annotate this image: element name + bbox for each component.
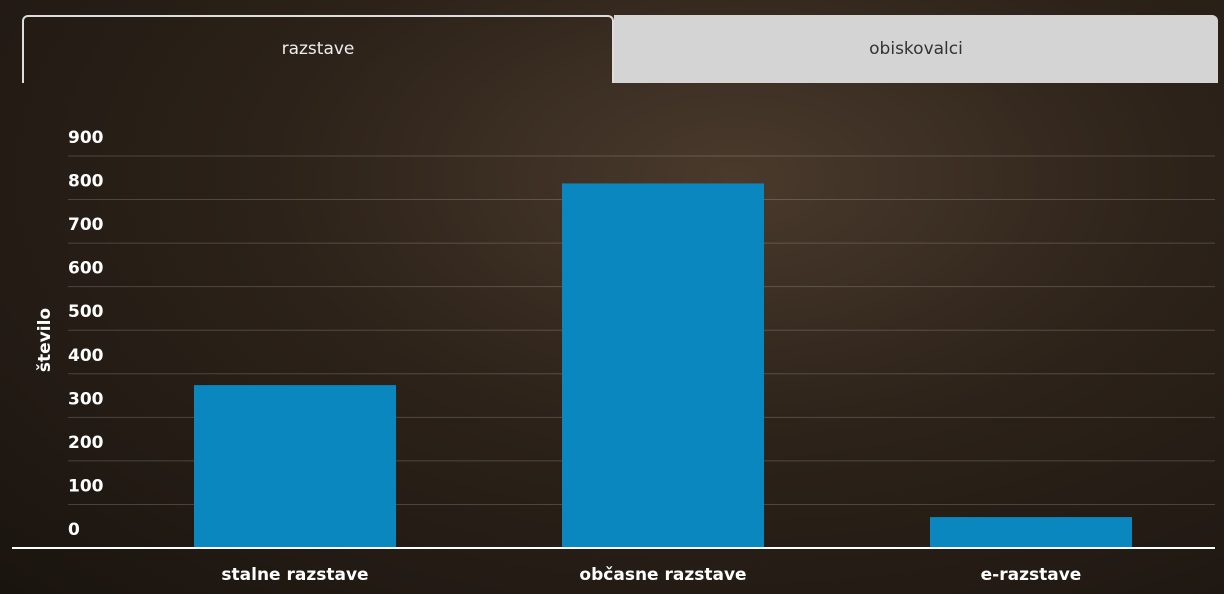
y-tick-label: 700 [68, 215, 104, 235]
y-tick-label: 0 [68, 520, 80, 540]
x-tick-label: stalne razstave [221, 565, 368, 585]
tab[interactable]: razstave [22, 15, 614, 83]
x-tick-label: e-razstave [981, 565, 1082, 585]
x-tick-label: občasne razstave [579, 565, 746, 585]
y-tick-label: 600 [68, 259, 104, 279]
y-tick-label: 800 [68, 172, 104, 192]
y-axis-label: število [35, 308, 55, 372]
y-tick-label: 900 [68, 128, 104, 148]
y-tick-label: 200 [68, 433, 104, 453]
y-tick-label: 100 [68, 476, 104, 496]
tab[interactable]: obiskovalci [614, 15, 1218, 83]
bar [562, 183, 764, 548]
y-tick-label: 400 [68, 346, 104, 366]
bar [930, 517, 1132, 548]
y-tick-label: 500 [68, 302, 104, 322]
y-tick-label: 300 [68, 389, 104, 409]
bar [194, 385, 396, 548]
